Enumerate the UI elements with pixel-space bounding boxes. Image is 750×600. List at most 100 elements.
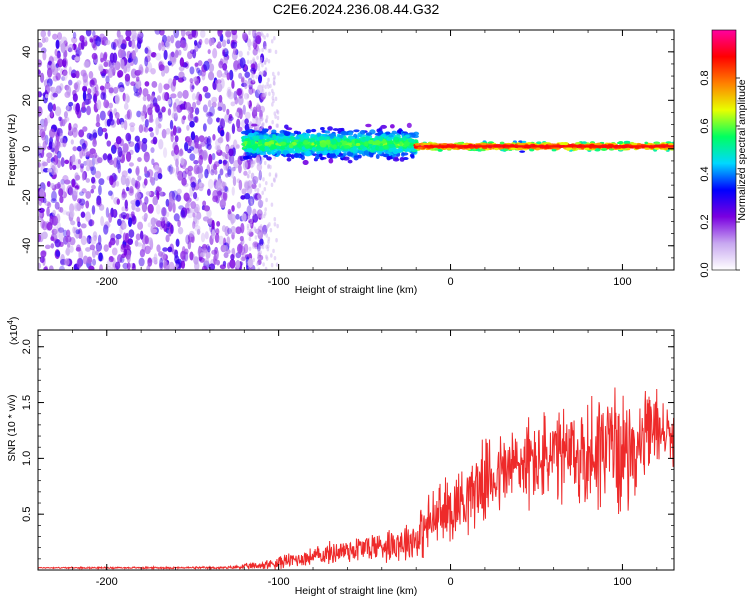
heatmap-noise-cell xyxy=(72,164,77,170)
heatmap-noise-cell xyxy=(128,141,135,147)
heatmap-edge-cell xyxy=(257,66,261,71)
heatmap-noise-cell xyxy=(108,85,114,96)
heatmap-noise-cell xyxy=(109,175,114,186)
heatmap-noise-cell xyxy=(149,177,154,184)
heatmap-noise-cell xyxy=(82,90,87,102)
snr-y-tick-label: 0.5 xyxy=(21,507,33,522)
heatmap-noise-cell xyxy=(231,123,236,135)
heatmap-noise-cell xyxy=(156,203,161,215)
heatmap-noise-cell xyxy=(137,31,143,39)
heatmap-noise-cell xyxy=(224,186,228,192)
heatmap-edge-cell xyxy=(249,106,253,111)
heatmap-noise-cell xyxy=(79,35,85,43)
heatmap-noise-cell xyxy=(66,229,71,238)
heatmap-noise-cell xyxy=(202,149,208,161)
heatmap-noise-cell xyxy=(131,177,136,186)
heatmap-noise-cell xyxy=(60,42,66,54)
heatmap-band-cell xyxy=(329,139,337,145)
heatmap-noise-cell xyxy=(160,70,166,77)
heatmap-noise-cell xyxy=(194,206,199,214)
heatmap-edge-cell xyxy=(252,257,255,263)
heatmap-noise-cell xyxy=(49,110,54,118)
heatmap-band-cell xyxy=(304,144,311,149)
heatmap-noise-cell xyxy=(118,87,125,93)
heatmap-noise-cell xyxy=(226,72,231,81)
heatmap-noise-cell xyxy=(38,59,43,68)
heatmap-edge-cell xyxy=(252,211,256,216)
heatmap-noise-cell xyxy=(57,227,65,233)
heatmap-noise-cell xyxy=(227,208,232,215)
heatmap-noise-cell xyxy=(91,184,96,190)
heatmap-noise-cell xyxy=(150,52,157,58)
heatmap-noise-cell xyxy=(169,166,175,174)
heatmap-band-cell xyxy=(325,139,331,145)
heatmap-noise-cell xyxy=(129,125,135,133)
heatmap-noise-cell xyxy=(158,112,163,122)
heatmap-noise-cell xyxy=(56,150,62,159)
heatmap-noise-cell xyxy=(135,207,141,212)
heatmap-noise-cell xyxy=(73,202,80,212)
heatmap-noise-cell xyxy=(70,155,76,166)
heatmap-noise-cell xyxy=(211,249,218,255)
heatmap-noise-cell xyxy=(151,158,155,166)
heatmap-noise-cell xyxy=(54,106,62,117)
heatmap-noise-cell xyxy=(173,112,178,122)
heatmap-noise-cell xyxy=(73,188,79,196)
heatmap-noise-cell xyxy=(207,245,211,253)
heatmap-noise-cell xyxy=(228,69,234,81)
heatmap-noise-cell xyxy=(62,57,68,69)
heatmap-noise-cell xyxy=(240,222,245,234)
heatmap-edge-cell xyxy=(273,222,277,227)
heatmap-noise-cell xyxy=(240,256,246,262)
heatmap-noise-cell xyxy=(212,134,216,141)
heatmap-band-cell xyxy=(343,145,351,149)
heatmap-edge-cell xyxy=(260,200,264,205)
heatmap-noise-cell xyxy=(196,211,202,220)
heatmap-noise-cell xyxy=(46,82,51,93)
heatmap-line-cell xyxy=(434,148,439,151)
heatmap-noise-cell xyxy=(100,215,105,227)
heatmap-noise-cell xyxy=(46,114,51,124)
heatmap-band-cell xyxy=(401,152,409,156)
heatmap-noise-cell xyxy=(142,95,147,102)
heatmap-noise-cell xyxy=(55,250,61,258)
heatmap-noise-cell xyxy=(244,111,251,120)
heatmap-edge-cell xyxy=(263,35,266,40)
heatmap-noise-cell xyxy=(202,200,207,207)
heatmap-noise-cell xyxy=(204,92,211,99)
heatmap-noise-cell xyxy=(171,249,178,255)
heatmap-noise-cell xyxy=(52,33,58,40)
heatmap-noise-cell xyxy=(247,257,254,268)
heatmap-noise-cell xyxy=(215,79,219,85)
heatmap-noise-cell xyxy=(108,87,114,94)
heatmap-noise-cell xyxy=(178,71,185,80)
heatmap-band-cell xyxy=(357,150,364,154)
heatmap-noise-cell xyxy=(193,215,198,225)
heatmap-noise-cell xyxy=(50,198,57,204)
heatmap-edge-cell xyxy=(248,169,251,175)
snr-y-tick-label: 1.5 xyxy=(21,395,33,410)
heatmap-noise-cell xyxy=(69,210,75,218)
heatmap-noise-cell xyxy=(184,167,190,175)
heatmap-noise-cell xyxy=(148,127,154,132)
heatmap-noise-cell xyxy=(165,211,170,218)
heatmap-noise-cell xyxy=(127,238,134,245)
heatmap-noise-cell xyxy=(198,38,203,46)
heatmap-noise-cell xyxy=(216,145,221,153)
heatmap-noise-cell xyxy=(238,163,242,174)
heatmap-noise-cell xyxy=(154,30,161,35)
heatmap-edge-cell xyxy=(256,194,260,199)
heatmap-line-cell xyxy=(644,147,650,150)
heatmap-noise-cell xyxy=(116,159,121,170)
heatmap-noise-cell xyxy=(129,122,136,128)
heatmap-noise-cell xyxy=(79,148,83,159)
heatmap-noise-cell xyxy=(146,93,151,102)
heatmap-noise-cell xyxy=(81,101,86,112)
heatmap-noise-cell xyxy=(128,217,133,228)
colorbar-tick-label: 0.0 xyxy=(699,262,711,277)
heatmap-noise-cell xyxy=(78,129,85,138)
heatmap-band-cell xyxy=(378,130,384,135)
svg-text:(x104): (x104) xyxy=(6,317,20,345)
heatmap-edge-cell xyxy=(251,41,254,46)
heatmap-noise-cell xyxy=(142,104,147,115)
